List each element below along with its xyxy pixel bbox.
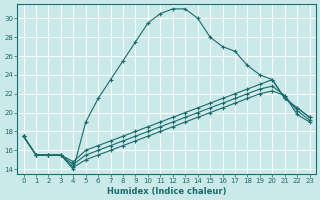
X-axis label: Humidex (Indice chaleur): Humidex (Indice chaleur): [107, 187, 226, 196]
